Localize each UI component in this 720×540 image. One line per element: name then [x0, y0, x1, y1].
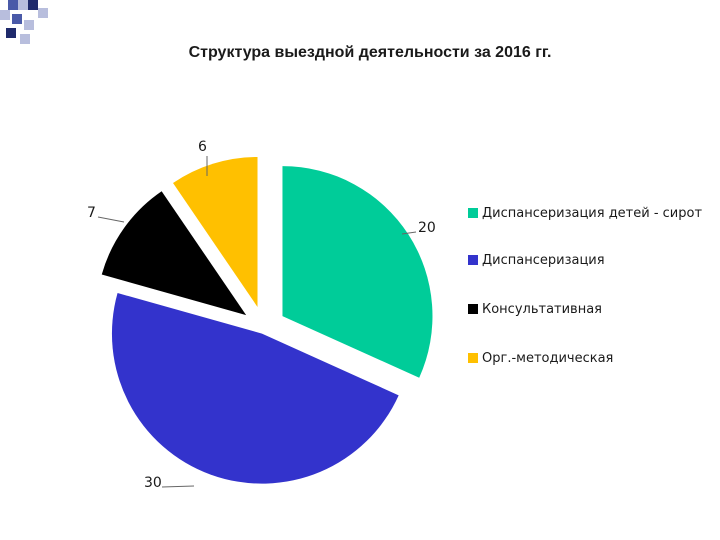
deco-square-4 [38, 8, 48, 18]
deco-square-6 [12, 14, 22, 24]
data-label-3: 7 [87, 205, 96, 221]
legend-swatch [468, 304, 478, 314]
pie-slice-3 [101, 191, 247, 316]
legend-swatch [468, 353, 478, 363]
data-label-1: 20 [418, 220, 436, 236]
deco-square-2 [18, 0, 28, 10]
data-label-4: 6 [198, 139, 207, 155]
legend-label: Диспансеризация [482, 253, 605, 268]
pie-slice-2 [111, 293, 399, 484]
deco-square-8 [6, 28, 16, 38]
deco-square-1 [8, 0, 18, 10]
chart-title: Структура выездной деятельности за 2016 … [188, 44, 552, 61]
leader-line-3 [97, 216, 125, 223]
corner-decoration [0, 0, 48, 44]
legend-item-2: Диспансеризация [468, 252, 708, 269]
legend-item-4: Орг.-методическая [468, 350, 708, 367]
deco-square-9 [20, 34, 30, 44]
deco-square-5 [0, 10, 10, 20]
legend-item-1: Диспансеризация детей - сирот [468, 205, 708, 222]
legend-label: Консультативная [482, 302, 603, 317]
pie-chart: 20 30 7 6 [87, 139, 436, 491]
deco-square-7 [24, 20, 34, 30]
legend-label: Диспансеризация детей - сирот [482, 206, 703, 221]
legend-swatch [468, 208, 478, 218]
legend-swatch [468, 255, 478, 265]
legend-label: Орг.-методическая [482, 351, 614, 366]
pie-slice-1 [282, 166, 433, 378]
data-label-2: 30 [144, 475, 162, 491]
leader-line-1 [401, 231, 417, 235]
legend-item-3: Консультативная [468, 301, 708, 318]
pie-slice-4 [173, 156, 258, 307]
leader-line-2 [161, 485, 195, 488]
deco-square-3 [28, 0, 38, 10]
